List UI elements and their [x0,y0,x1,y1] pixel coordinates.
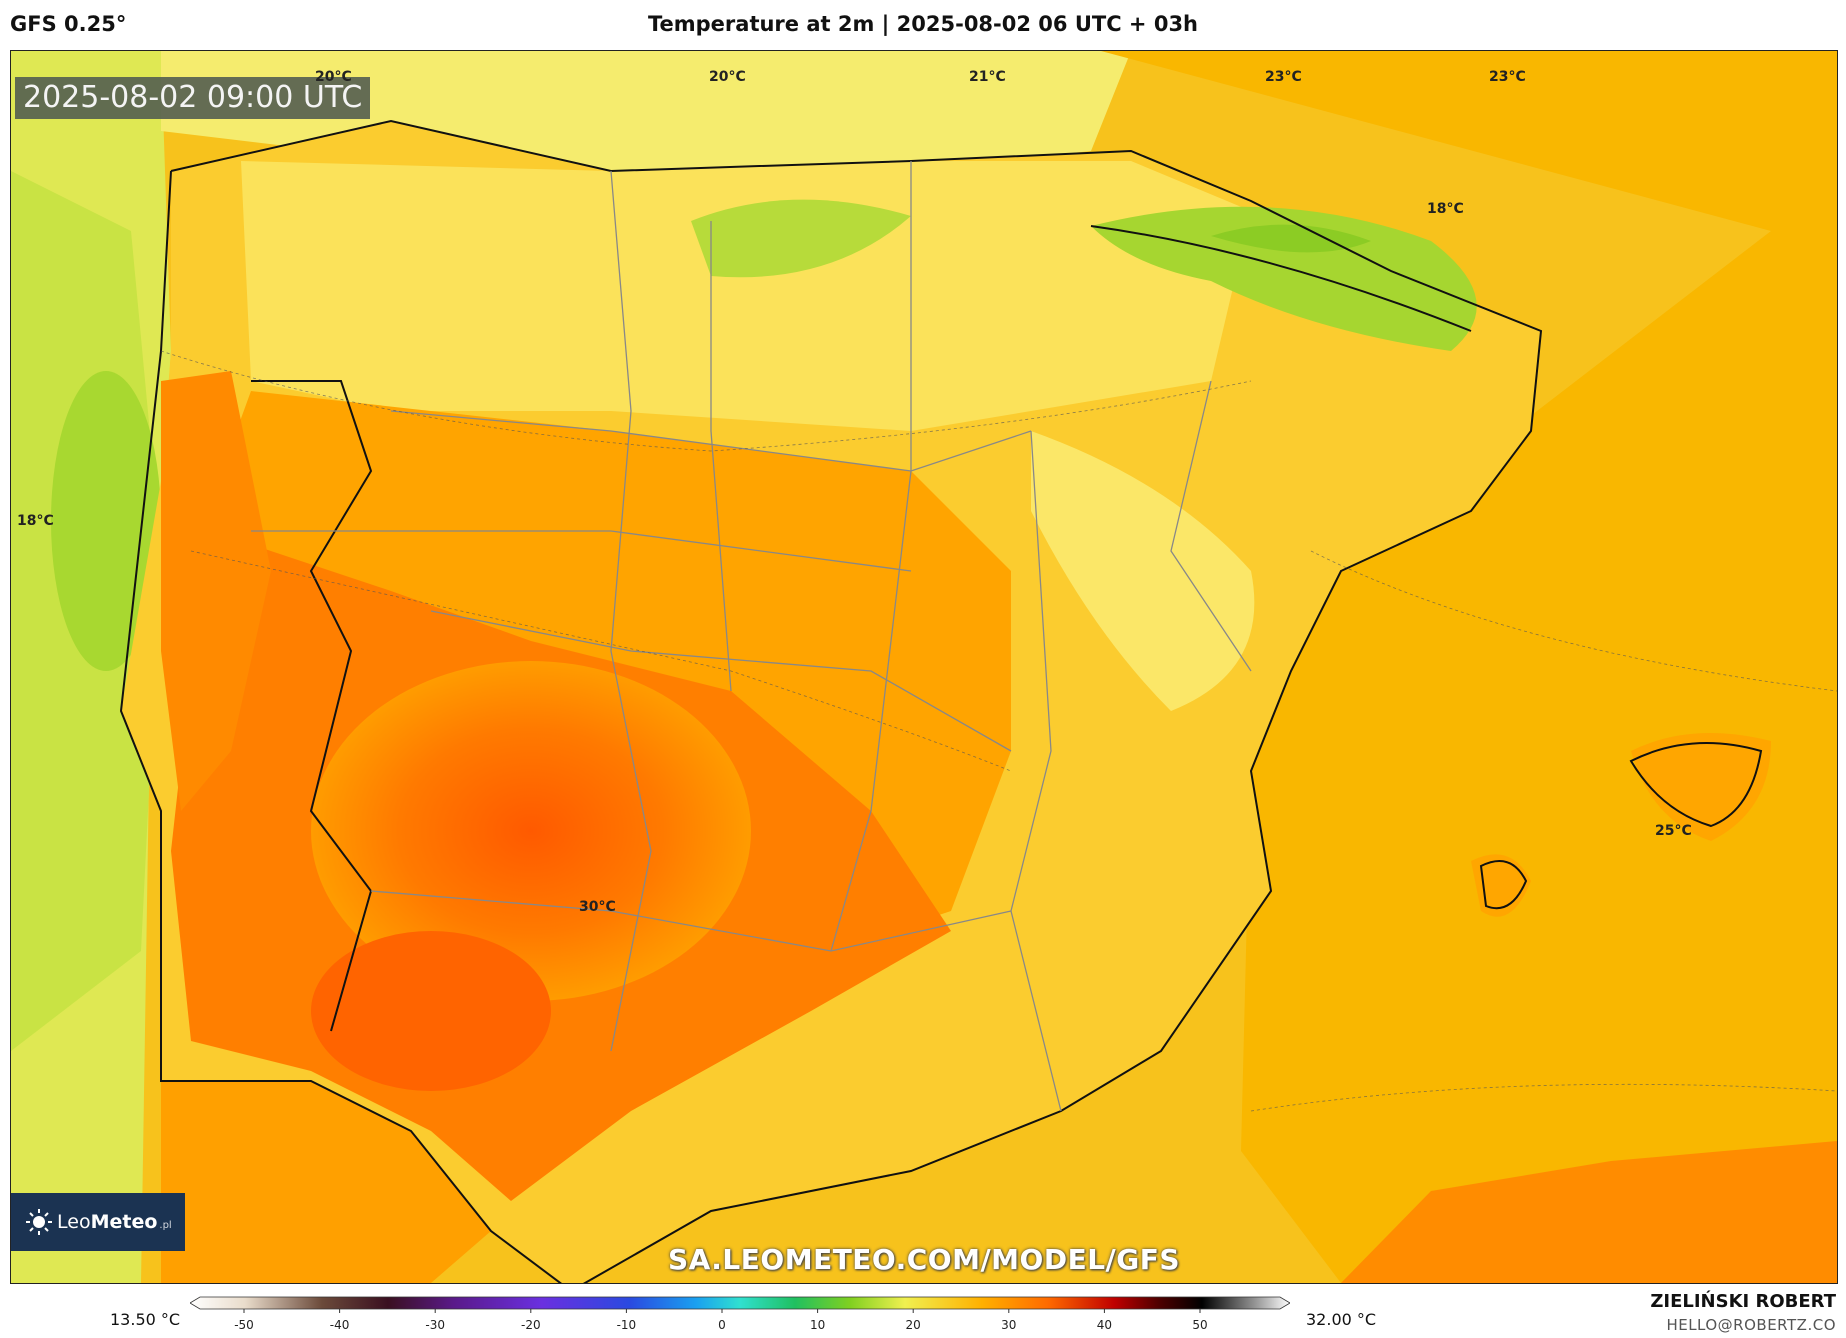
legend-tick-label: -40 [330,1318,350,1332]
isotherm-label: 20°C [709,69,746,85]
north-africa-warm [1341,1141,1837,1283]
sun-icon [26,1209,52,1235]
north-mild-band [241,161,1251,431]
ibiza-outline [1479,860,1528,910]
legend-tick-label: 0 [718,1318,726,1332]
legend-min-label: 13.50 °C [110,1310,181,1329]
legend-tick-label: -30 [425,1318,445,1332]
temperature-field [11,51,1837,1283]
border-pyrenees [1090,225,1472,332]
isotherm-label: 25°C [1655,823,1692,839]
isotherm-label: 18°C [17,513,54,529]
legend-tick-label: 50 [1192,1318,1207,1332]
gulf-cadiz [161,1081,491,1283]
legend-tick-label: -10 [617,1318,637,1332]
legend-tick-label: 40 [1097,1318,1112,1332]
leometeo-logo: LeoMeteo .pl [11,1193,185,1251]
mediterranean-warm [1101,51,1837,1283]
map-title: Temperature at 2m | 2025-08-02 06 UTC + … [647,12,1199,36]
isotherm-label: 23°C [1265,69,1302,85]
province-borders [251,161,1252,1112]
isotherm-contours [160,350,1837,1112]
legend-tick-label: 10 [810,1318,825,1332]
isotherm-label: 20°C [315,69,352,85]
logo-text: LeoMeteo .pl [57,1211,172,1233]
legend-tick-label: 20 [906,1318,921,1332]
temperature-map[interactable]: 2025-08-02 09:00 UTC 20°C 20°C 21°C 23°C… [10,50,1838,1284]
ebro-valley [1031,431,1255,711]
color-scale-legend: -50 -40 -30 -20 -10 0 10 20 30 40 50 [190,1296,1290,1332]
pyrenees-coldest [1211,224,1371,253]
model-label: GFS 0.25° [10,12,127,36]
legend-tick-label: 30 [1001,1318,1016,1332]
isotherm-label: 30°C [579,899,616,915]
border-portugal [251,380,373,1032]
mallorca-warm [1631,733,1771,841]
legend-gradient-bar [190,1296,1290,1310]
mallorca-outline [1629,742,1763,828]
legend-tick-label: -20 [521,1318,541,1332]
legend-tick-label: -50 [234,1318,254,1332]
hot-core-south [311,931,551,1091]
isotherm-label: 23°C [1489,69,1526,85]
coastline-west [119,170,562,1283]
cantabrian-cool [691,199,911,278]
author-email[interactable]: HELLO@ROBERTZ.CO [1666,1316,1836,1334]
isotherm-label: 21°C [969,69,1006,85]
legend-ticks: -50 -40 -30 -20 -10 0 10 20 30 40 50 [234,1309,1208,1332]
valid-time-stamp: 2025-08-02 09:00 UTC [15,77,371,119]
legend-max-label: 32.00 °C [1306,1310,1377,1329]
author-credit: ZIELIŃSKI ROBERT [1650,1291,1836,1312]
isotherm-label: 18°C [1427,201,1464,217]
source-url-watermark: SA.LEOMETEO.COM/MODEL/GFS [667,1243,1181,1276]
portugal-warm [161,371,271,811]
